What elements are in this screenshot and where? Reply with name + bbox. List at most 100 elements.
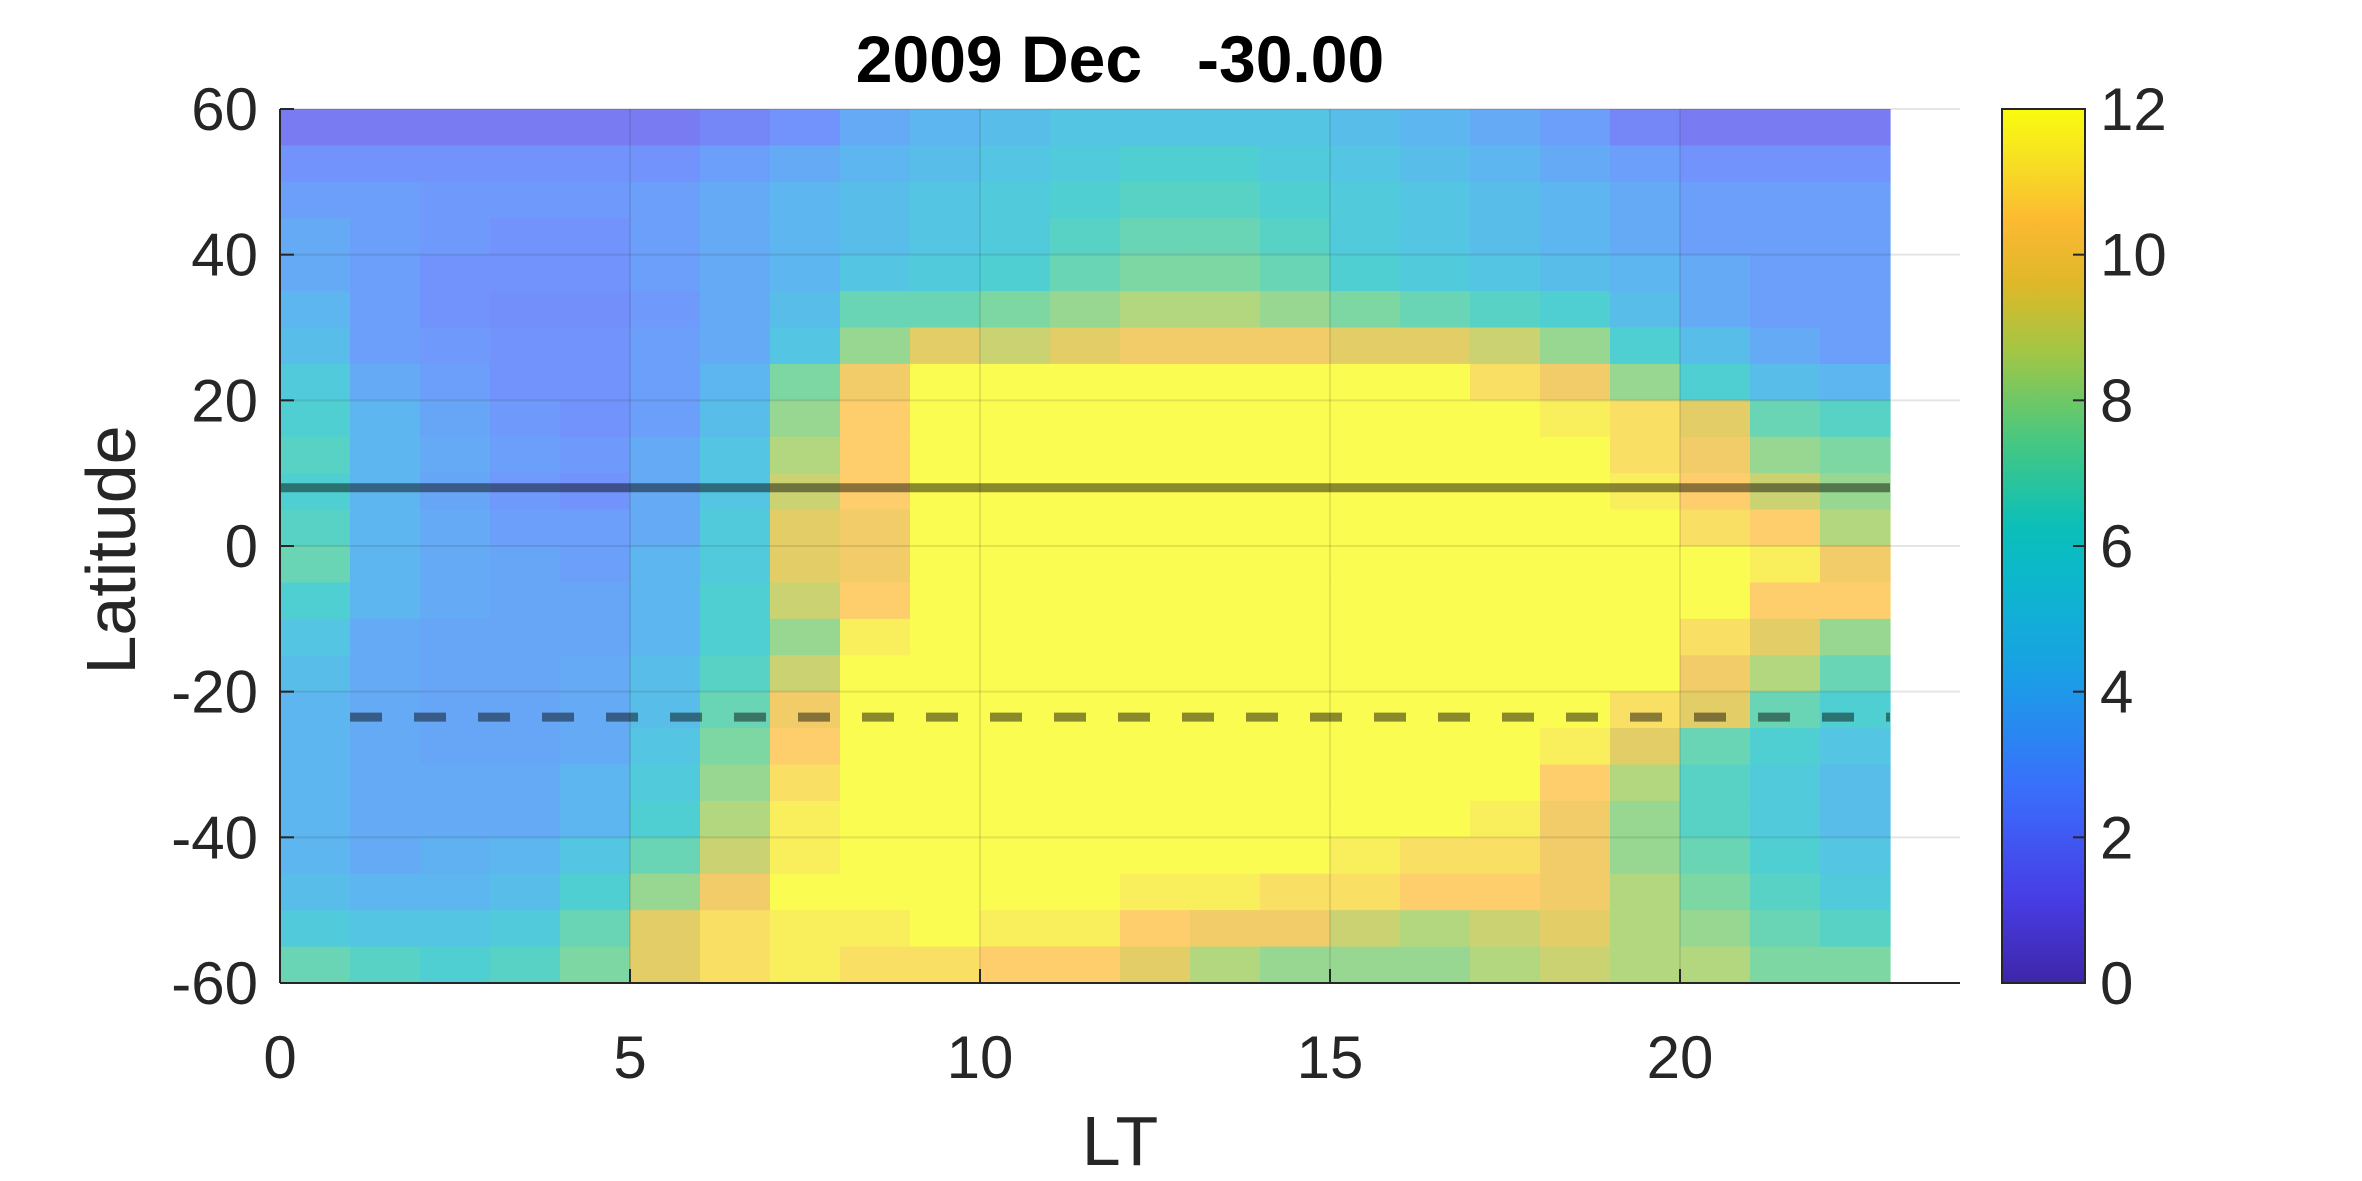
heatmap-cell xyxy=(1820,109,1891,147)
heatmap-cell xyxy=(280,800,351,838)
heatmap-cell xyxy=(280,473,351,511)
heatmap-cell xyxy=(980,910,1051,948)
heatmap-cell xyxy=(1680,837,1751,875)
heatmap-cell xyxy=(770,145,841,183)
heatmap-cell xyxy=(350,109,421,147)
colorbar-tick-label: 10 xyxy=(2100,222,2167,289)
heatmap-cell xyxy=(1470,837,1541,875)
heatmap-cell xyxy=(490,291,561,329)
heatmap-cell xyxy=(490,509,561,547)
heatmap-cell xyxy=(560,910,631,948)
heatmap-cell xyxy=(1610,218,1681,256)
heatmap-cell xyxy=(490,254,561,292)
y-tick-label: -40 xyxy=(171,804,258,871)
heatmap-cell xyxy=(1470,436,1541,474)
heatmap-cell xyxy=(630,509,701,547)
heatmap-cell xyxy=(770,436,841,474)
heatmap-cell xyxy=(980,691,1051,729)
heatmap-cell xyxy=(1330,181,1401,219)
heatmap-cell xyxy=(1610,618,1681,656)
heatmap-cell xyxy=(1610,254,1681,292)
heatmap-cell xyxy=(700,837,771,875)
heatmap-cell xyxy=(1190,728,1261,766)
heatmap-cell xyxy=(1610,327,1681,365)
heatmap-cell xyxy=(1400,509,1471,547)
heatmap-cell xyxy=(840,109,911,147)
heatmap-cell xyxy=(350,728,421,766)
heatmap-cell xyxy=(560,400,631,438)
heatmap-cell xyxy=(700,363,771,401)
heatmap-cell xyxy=(1470,218,1541,256)
heatmap-cell xyxy=(1120,109,1191,147)
heatmap-cell xyxy=(1750,691,1821,729)
heatmap-cell xyxy=(1540,254,1611,292)
heatmap-cell xyxy=(1680,254,1751,292)
heatmap-cell xyxy=(1260,800,1331,838)
heatmap-cell xyxy=(280,436,351,474)
heatmap-cell xyxy=(1680,181,1751,219)
heatmap-cell xyxy=(1330,291,1401,329)
heatmap-cell xyxy=(1470,109,1541,147)
heatmap-cell xyxy=(1330,946,1401,984)
heatmap-cell xyxy=(420,873,491,911)
heatmap-cell xyxy=(350,254,421,292)
heatmap-cell xyxy=(980,218,1051,256)
heatmap-cell xyxy=(1120,764,1191,802)
heatmap-cell xyxy=(1260,109,1331,147)
heatmap-cell xyxy=(700,400,771,438)
heatmap-cell xyxy=(1750,181,1821,219)
heatmap-cell xyxy=(770,509,841,547)
heatmap-cell xyxy=(420,800,491,838)
heatmap-cell xyxy=(1260,728,1331,766)
heatmap-cell xyxy=(1120,145,1191,183)
heatmap-cell xyxy=(420,546,491,584)
heatmap-cell xyxy=(980,181,1051,219)
heatmap-cell xyxy=(1190,109,1261,147)
heatmap-cell xyxy=(1330,145,1401,183)
heatmap-cell xyxy=(1820,873,1891,911)
heatmap-cell xyxy=(980,109,1051,147)
heatmap-cell xyxy=(1750,145,1821,183)
heatmap-cell xyxy=(1050,691,1121,729)
heatmap-cell xyxy=(1750,546,1821,584)
heatmap-cell xyxy=(700,327,771,365)
heatmap-cell xyxy=(1050,509,1121,547)
heatmap-cell xyxy=(1120,728,1191,766)
heatmap-cell xyxy=(840,436,911,474)
heatmap-cell xyxy=(1820,509,1891,547)
heatmap-cell xyxy=(490,363,561,401)
heatmap-cell xyxy=(700,800,771,838)
heatmap-cell xyxy=(980,618,1051,656)
heatmap-cell xyxy=(1820,218,1891,256)
heatmap-cell xyxy=(1470,400,1541,438)
heatmap-cell xyxy=(770,291,841,329)
heatmap-cell xyxy=(630,436,701,474)
heatmap-cell xyxy=(1120,436,1191,474)
heatmap-cell xyxy=(770,800,841,838)
colorbar-tick-label: 4 xyxy=(2100,659,2133,726)
colorbar-gradient xyxy=(2001,108,2086,984)
heatmap-cell xyxy=(840,582,911,620)
heatmap-cell xyxy=(1050,145,1121,183)
heatmap-cell xyxy=(280,837,351,875)
heatmap-cell xyxy=(1400,400,1471,438)
heatmap-cell xyxy=(1470,473,1541,511)
heatmap-cell xyxy=(1540,181,1611,219)
heatmap-cell xyxy=(1330,509,1401,547)
heatmap-cell xyxy=(1610,764,1681,802)
heatmap-cell xyxy=(1820,655,1891,693)
heatmap-cell xyxy=(1400,691,1471,729)
heatmap-cell xyxy=(1400,473,1471,511)
heatmap-cell xyxy=(1820,181,1891,219)
heatmap-cell xyxy=(1610,109,1681,147)
heatmap-cell xyxy=(1400,218,1471,256)
heatmap-cell xyxy=(420,946,491,984)
x-tick-label: 5 xyxy=(613,1024,646,1091)
heatmap-cell xyxy=(490,728,561,766)
heatmap-cell xyxy=(630,582,701,620)
heatmap-cell xyxy=(630,873,701,911)
heatmap-cell xyxy=(1750,800,1821,838)
heatmap-cell xyxy=(1050,291,1121,329)
heatmap-cell xyxy=(1330,109,1401,147)
heatmap-cell xyxy=(350,291,421,329)
